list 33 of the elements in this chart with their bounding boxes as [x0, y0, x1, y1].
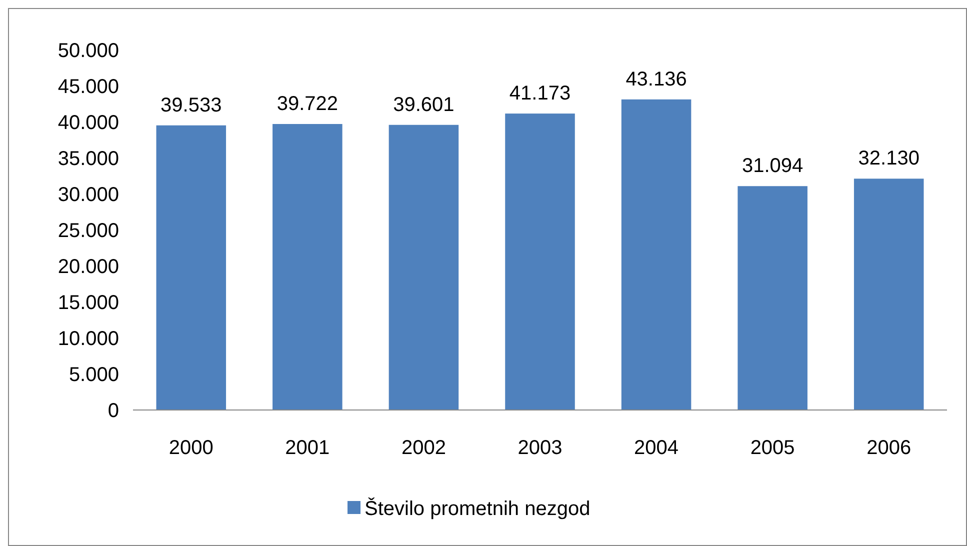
bar: [854, 178, 924, 410]
y-tick-label: 20.000: [58, 256, 119, 278]
bar: [388, 124, 459, 410]
data-label: 39.601: [393, 94, 454, 116]
y-tick-label: 30.000: [58, 184, 119, 206]
x-tick-label: 2004: [634, 437, 679, 459]
x-tick-label: 2002: [401, 437, 446, 459]
legend-label: Število prometnih nezgod: [364, 497, 590, 520]
x-tick-label: 2006: [866, 437, 912, 459]
bar: [621, 99, 692, 410]
y-tick-label: 35.000: [58, 148, 119, 170]
data-label: 43.136: [626, 68, 687, 90]
y-tick-label: 5.000: [68, 364, 119, 386]
y-tick-label: 50.000: [58, 40, 119, 62]
y-tick-label: 10.000: [58, 328, 119, 350]
bar: [505, 114, 575, 410]
x-tick-label: 2001: [285, 437, 330, 459]
data-label: 31.094: [742, 155, 804, 178]
y-tick-label: 40.000: [58, 112, 119, 134]
data-label: 41.173: [509, 82, 571, 105]
data-label: 32.130: [858, 148, 920, 170]
x-tick-label: 2000: [168, 437, 214, 459]
y-tick-label: 15.000: [58, 292, 119, 314]
bar: [738, 186, 808, 410]
y-tick-label: 0: [108, 400, 119, 422]
x-tick-label: 2003: [518, 437, 562, 459]
bar: [156, 125, 226, 410]
data-label: 39.722: [276, 93, 338, 115]
y-tick-label: 25.000: [58, 220, 119, 242]
x-tick-label: 2005: [750, 437, 795, 459]
bar: [272, 124, 342, 410]
y-tick-label: 45.000: [58, 76, 119, 98]
data-label: 39.533: [160, 94, 222, 116]
